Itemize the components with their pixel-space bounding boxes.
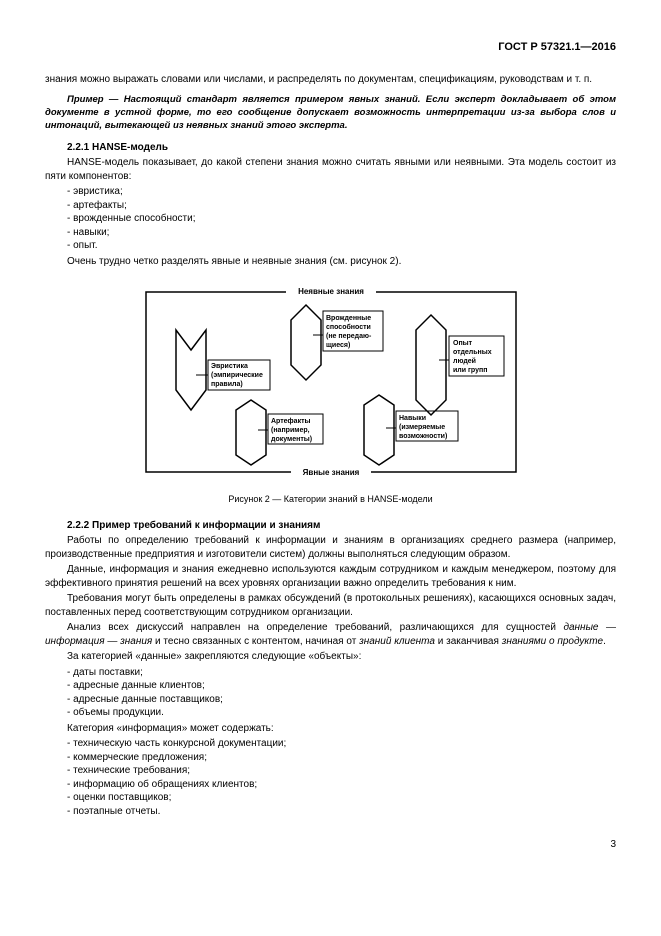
section-222-p5: За категорией «данные» закрепляются след… xyxy=(45,650,616,664)
svg-text:Опыт: Опыт xyxy=(453,340,473,347)
hanse-components-list: эвристика; артефакты; врожденные способн… xyxy=(45,185,616,253)
page: ГОСТ Р 57321.1—2016 знания можно выражат… xyxy=(0,0,661,882)
list-item: оценки поставщиков; xyxy=(45,791,616,805)
svg-text:(например,: (например, xyxy=(271,427,310,434)
svg-text:правила): правила) xyxy=(211,381,243,388)
svg-text:отдельных: отдельных xyxy=(453,349,492,356)
list-item: объемы продукции. xyxy=(45,706,616,720)
list-item: адресные данные поставщиков; xyxy=(45,693,616,707)
list-item: навыки; xyxy=(45,226,616,240)
section-222-p2: Данные, информация и знания ежедневно ис… xyxy=(45,563,616,590)
data-objects-list: даты поставки; адресные данные клиентов;… xyxy=(45,666,616,720)
svg-text:возможности): возможности) xyxy=(399,433,447,440)
hanse-diagram: Неявные знания Явные знания Эвристика (э… xyxy=(141,280,521,485)
section-number: 2.2.2 xyxy=(67,520,89,531)
svg-text:или групп: или групп xyxy=(453,367,487,374)
list-item: врожденные способности; xyxy=(45,212,616,226)
section-222-heading: 2.2.2 Пример требований к информации и з… xyxy=(45,519,616,533)
svg-text:Навыки: Навыки xyxy=(399,415,426,422)
diagram-bottom-label: Явные знания xyxy=(302,468,359,477)
list-item: артефакты; xyxy=(45,199,616,213)
section-title: Пример требований к информации и знаниям xyxy=(92,520,320,531)
intro-paragraph: знания можно выражать словами или числам… xyxy=(45,73,616,87)
svg-text:людей: людей xyxy=(453,357,476,365)
svg-text:Артефакты: Артефакты xyxy=(271,418,311,425)
example-block: Пример — Настоящий стандарт является при… xyxy=(45,94,616,132)
svg-text:(эмпирические: (эмпирические xyxy=(211,372,263,379)
list-item: поэтапные отчеты. xyxy=(45,805,616,819)
section-221-heading: 2.2.1 HANSE-модель xyxy=(45,141,616,155)
section-number: 2.2.1 xyxy=(67,142,89,153)
section-222-p1: Работы по определению требований к инфор… xyxy=(45,534,616,561)
list-item: адресные данные клиентов; xyxy=(45,679,616,693)
svg-text:(измеряемые: (измеряемые xyxy=(399,424,445,431)
list-item: даты поставки; xyxy=(45,666,616,680)
svg-text:документы): документы) xyxy=(271,436,312,443)
svg-text:способности: способности xyxy=(326,323,371,331)
list-item: коммерческие предложения; xyxy=(45,751,616,765)
section-221-p1: HANSE-модель показывает, до какой степен… xyxy=(45,156,616,183)
information-category-list: техническую часть конкурсной документаци… xyxy=(45,737,616,818)
svg-text:Эвристика: Эвристика xyxy=(211,363,248,370)
page-number: 3 xyxy=(45,838,616,852)
figure-caption: Рисунок 2 — Категории знаний в HANSE-мод… xyxy=(45,493,616,505)
svg-text:(не передаю-: (не передаю- xyxy=(326,333,372,340)
diagram-top-label: Неявные знания xyxy=(298,287,364,296)
section-222-p6: Категория «информация» может содержать: xyxy=(45,722,616,736)
svg-text:Врожденные: Врожденные xyxy=(326,315,371,322)
list-item: эвристика; xyxy=(45,185,616,199)
svg-text:щиеся): щиеся) xyxy=(326,342,350,349)
section-221-p2: Очень трудно четко разделять явные и нея… xyxy=(45,255,616,269)
list-item: техническую часть конкурсной документаци… xyxy=(45,737,616,751)
list-item: технические требования; xyxy=(45,764,616,778)
section-222-p3: Требования могут быть определены в рамка… xyxy=(45,592,616,619)
section-title: HANSE-модель xyxy=(92,142,168,153)
document-header: ГОСТ Р 57321.1—2016 xyxy=(45,40,616,55)
list-item: информацию об обращениях клиентов; xyxy=(45,778,616,792)
list-item: опыт. xyxy=(45,239,616,253)
section-222-p4: Анализ всех дискуссий направлен на опред… xyxy=(45,621,616,648)
